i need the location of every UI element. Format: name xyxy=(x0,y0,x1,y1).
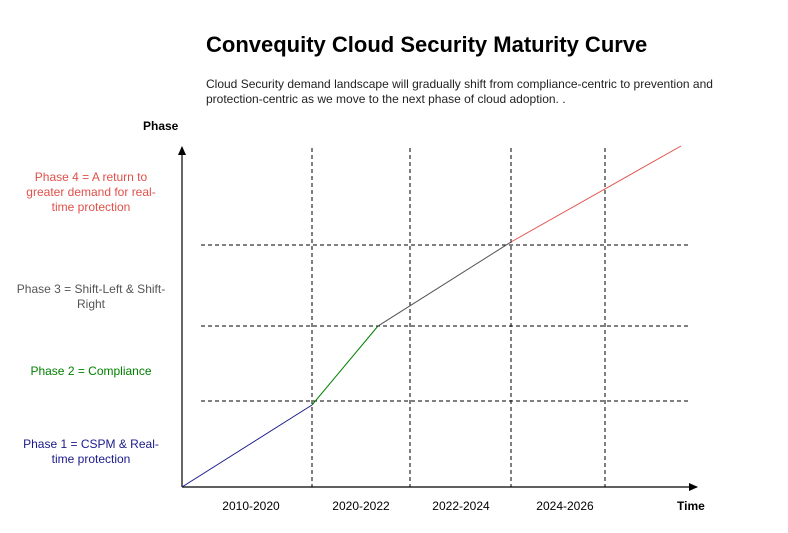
x-tick-2024-2026: 2024-2026 xyxy=(536,499,594,513)
chart-subtitle: Cloud Security demand landscape will gra… xyxy=(206,77,713,106)
x-axis-label: Time xyxy=(677,499,705,513)
x-tick-2022-2024: 2022-2024 xyxy=(432,499,490,513)
x-tick-2020-2022: 2020-2022 xyxy=(332,499,390,513)
curve-segment-phase-3 xyxy=(377,241,512,327)
phase-3-label: Phase 3 = Shift-Left & Shift-Right xyxy=(16,282,166,311)
phase-1-label: Phase 1 = CSPM & Real-time protection xyxy=(23,437,159,466)
curve-segment-phase-4 xyxy=(510,145,682,243)
chart-title: Convequity Cloud Security Maturity Curve xyxy=(206,32,648,57)
curve-segment-phase-1 xyxy=(181,404,313,488)
phase-2-label: Phase 2 = Compliance xyxy=(30,364,152,378)
curve-segment-phase-2 xyxy=(311,325,379,406)
x-tick-2010-2020: 2010-2020 xyxy=(222,499,280,513)
phase-4-label: Phase 4 = A return to greater demand for… xyxy=(26,170,156,214)
y-axis-label: Phase xyxy=(143,119,179,133)
